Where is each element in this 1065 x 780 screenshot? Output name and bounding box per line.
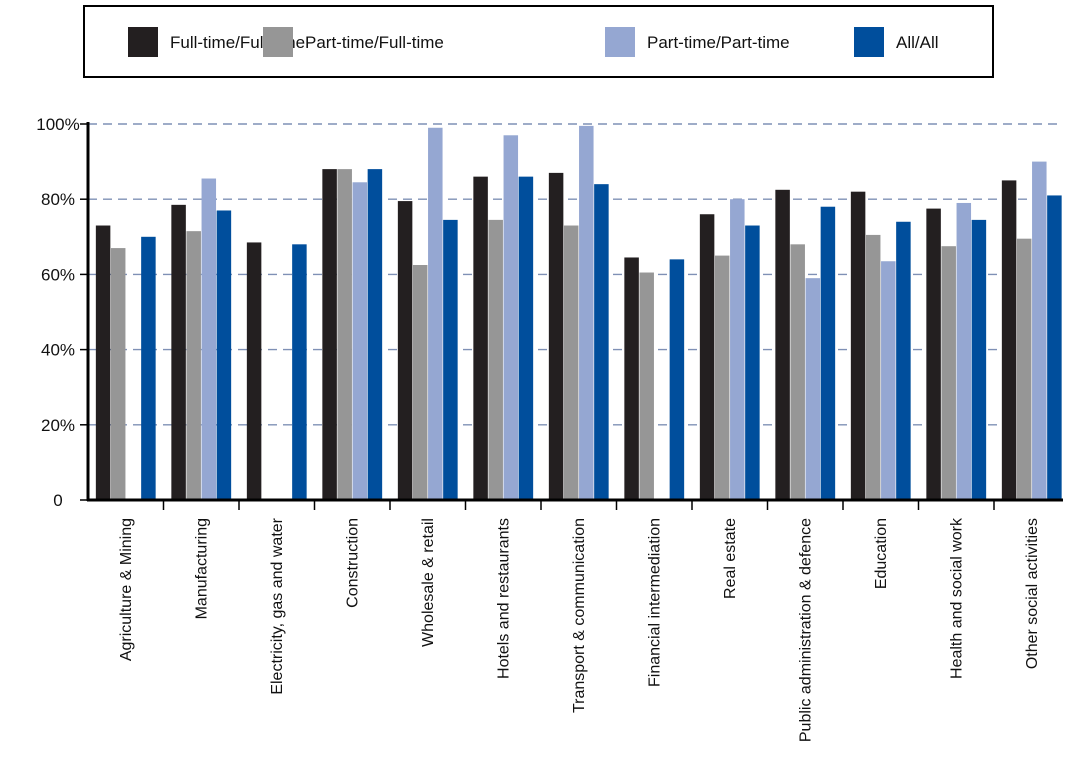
bar <box>579 125 594 500</box>
bar <box>865 234 881 501</box>
bar <box>941 246 956 500</box>
y-tick-label: 100% <box>36 115 79 134</box>
bar <box>850 191 866 500</box>
bar <box>563 225 579 500</box>
bar <box>246 242 262 500</box>
bar <box>896 221 911 500</box>
bar <box>503 135 519 500</box>
x-tick-label: Public administration & defence <box>797 518 814 742</box>
bar <box>926 208 941 500</box>
x-tick-label: Wholesale & retail <box>420 518 437 647</box>
bar <box>322 169 337 500</box>
bar <box>669 259 685 500</box>
bar <box>201 178 217 500</box>
legend-swatch <box>128 27 158 57</box>
x-tick-label: Transport & communication <box>571 518 588 713</box>
bar <box>971 219 987 500</box>
legend-swatch <box>605 27 635 57</box>
bar <box>292 244 307 500</box>
legend-label: Part-time/Part-time <box>647 33 790 52</box>
bar <box>443 219 458 500</box>
legend-swatch <box>263 27 293 57</box>
x-tick-label: Agriculture & Mining <box>118 518 135 661</box>
bar <box>367 169 383 500</box>
legend-label: Part-time/Full-time <box>305 33 444 52</box>
bar <box>1047 195 1062 500</box>
bar <box>790 244 805 500</box>
legend-item: Part-time/Full-time <box>263 27 444 57</box>
bar <box>186 231 201 500</box>
bar <box>412 265 428 500</box>
x-axis-labels: Agriculture & Mining Manufacturing Electri… <box>118 517 1041 742</box>
bar <box>171 204 186 500</box>
bar <box>820 206 836 500</box>
bar <box>714 255 730 500</box>
bar <box>488 219 503 500</box>
legend: Full-time/Full-time Part-time/Full-time Pa… <box>83 5 994 78</box>
x-tick-label: Health and social work <box>948 517 965 679</box>
bar <box>473 176 488 500</box>
x-tick-label: Construction <box>344 518 361 608</box>
legend-item: All/All <box>854 27 939 57</box>
axes <box>80 122 1063 510</box>
bar <box>699 214 715 501</box>
bar <box>881 261 896 500</box>
bar <box>141 236 156 501</box>
bar <box>594 184 609 500</box>
bar <box>548 172 564 500</box>
bar <box>1032 161 1047 500</box>
bar <box>428 127 443 500</box>
y-tick-label: 20% <box>41 416 75 435</box>
bar <box>518 176 534 500</box>
bar <box>216 210 232 501</box>
bar <box>730 199 745 500</box>
y-tick-label: 0 <box>53 491 62 510</box>
bar <box>352 182 368 500</box>
bar <box>745 225 760 500</box>
bar <box>110 248 126 500</box>
bar <box>775 189 790 501</box>
y-tick-label: 80% <box>41 190 75 209</box>
bar <box>956 202 972 500</box>
bar <box>1016 238 1032 500</box>
y-tick-label: 60% <box>41 265 75 284</box>
legend-item: Part-time/Part-time <box>605 27 790 57</box>
bar <box>805 278 821 500</box>
x-tick-label: Electricity, gas and water <box>269 517 286 694</box>
x-tick-label: Real estate <box>722 518 739 599</box>
x-tick-label: Manufacturing <box>193 518 210 619</box>
x-tick-label: Education <box>873 518 890 589</box>
x-tick-label: Financial intermediation <box>646 518 663 687</box>
legend-label: All/All <box>896 33 939 52</box>
y-tick-label: 40% <box>41 341 75 360</box>
bar <box>95 225 111 500</box>
bar <box>639 272 654 500</box>
legend-swatch <box>854 27 884 57</box>
bar <box>1001 180 1017 500</box>
bar <box>624 257 639 500</box>
bars <box>95 125 1062 501</box>
x-tick-label: Hotels and restaurants <box>495 518 512 679</box>
legend-box <box>83 5 994 78</box>
y-axis-ticks: 0 20% 40% 60% 80% 100% <box>36 115 79 510</box>
bar <box>337 169 352 500</box>
bar <box>397 201 413 500</box>
x-tick-label: Other social activities <box>1024 518 1041 669</box>
